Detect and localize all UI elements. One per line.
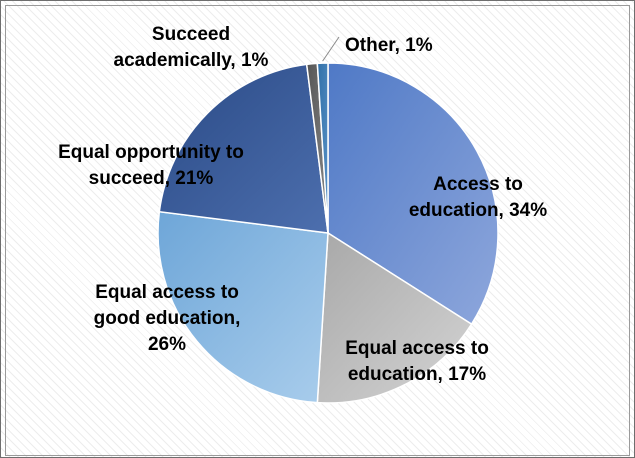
slice-label-equal-access-to-education: Equal access to education, 17% xyxy=(345,338,489,385)
pie-slice-equal-opportunity-to-succeed xyxy=(158,63,329,234)
slice-label-other: Other, 1% xyxy=(345,35,433,56)
slice-label-equal-opportunity-to-succeed: Equal opportunity to succeed, 21% xyxy=(58,142,244,189)
pie-slice-access-to-education xyxy=(327,62,499,326)
slice-label-succeed-academically: Succeed academically, 1% xyxy=(114,24,269,71)
slice-label-equal-access-to-good-education: Equal access to good education, 26% xyxy=(94,282,241,355)
leader-line-other xyxy=(322,36,340,62)
pie-slice-equal-access-to-education xyxy=(316,231,473,404)
chart-plot-area xyxy=(5,5,630,456)
slice-label-access-to-education: Access to education, 34% xyxy=(409,174,547,221)
pie-slice-other xyxy=(316,62,329,234)
pie-slice-equal-access-to-good-education xyxy=(157,210,329,404)
